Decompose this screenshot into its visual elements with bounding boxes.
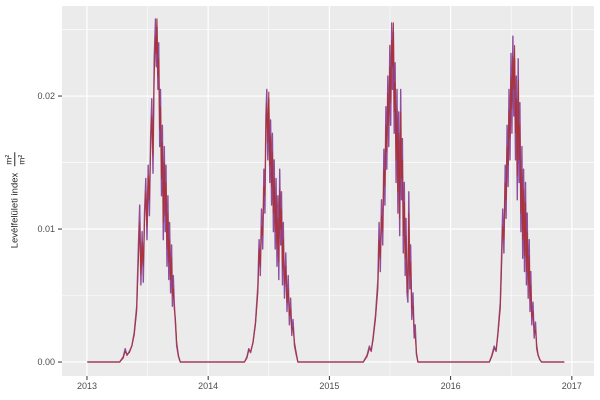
x-tick-label: 2016 [441, 381, 461, 391]
x-tick-label: 2013 [77, 381, 97, 391]
x-tick-label: 2015 [319, 381, 339, 391]
x-tick-label: 2017 [562, 381, 582, 391]
x-tick-label: 2014 [198, 381, 218, 391]
y-tick-label: 0.02 [37, 91, 55, 101]
y-tick-label: 0.00 [37, 357, 55, 367]
y-tick-label: 0.01 [37, 224, 55, 234]
series-line-dark-red [87, 18, 565, 363]
